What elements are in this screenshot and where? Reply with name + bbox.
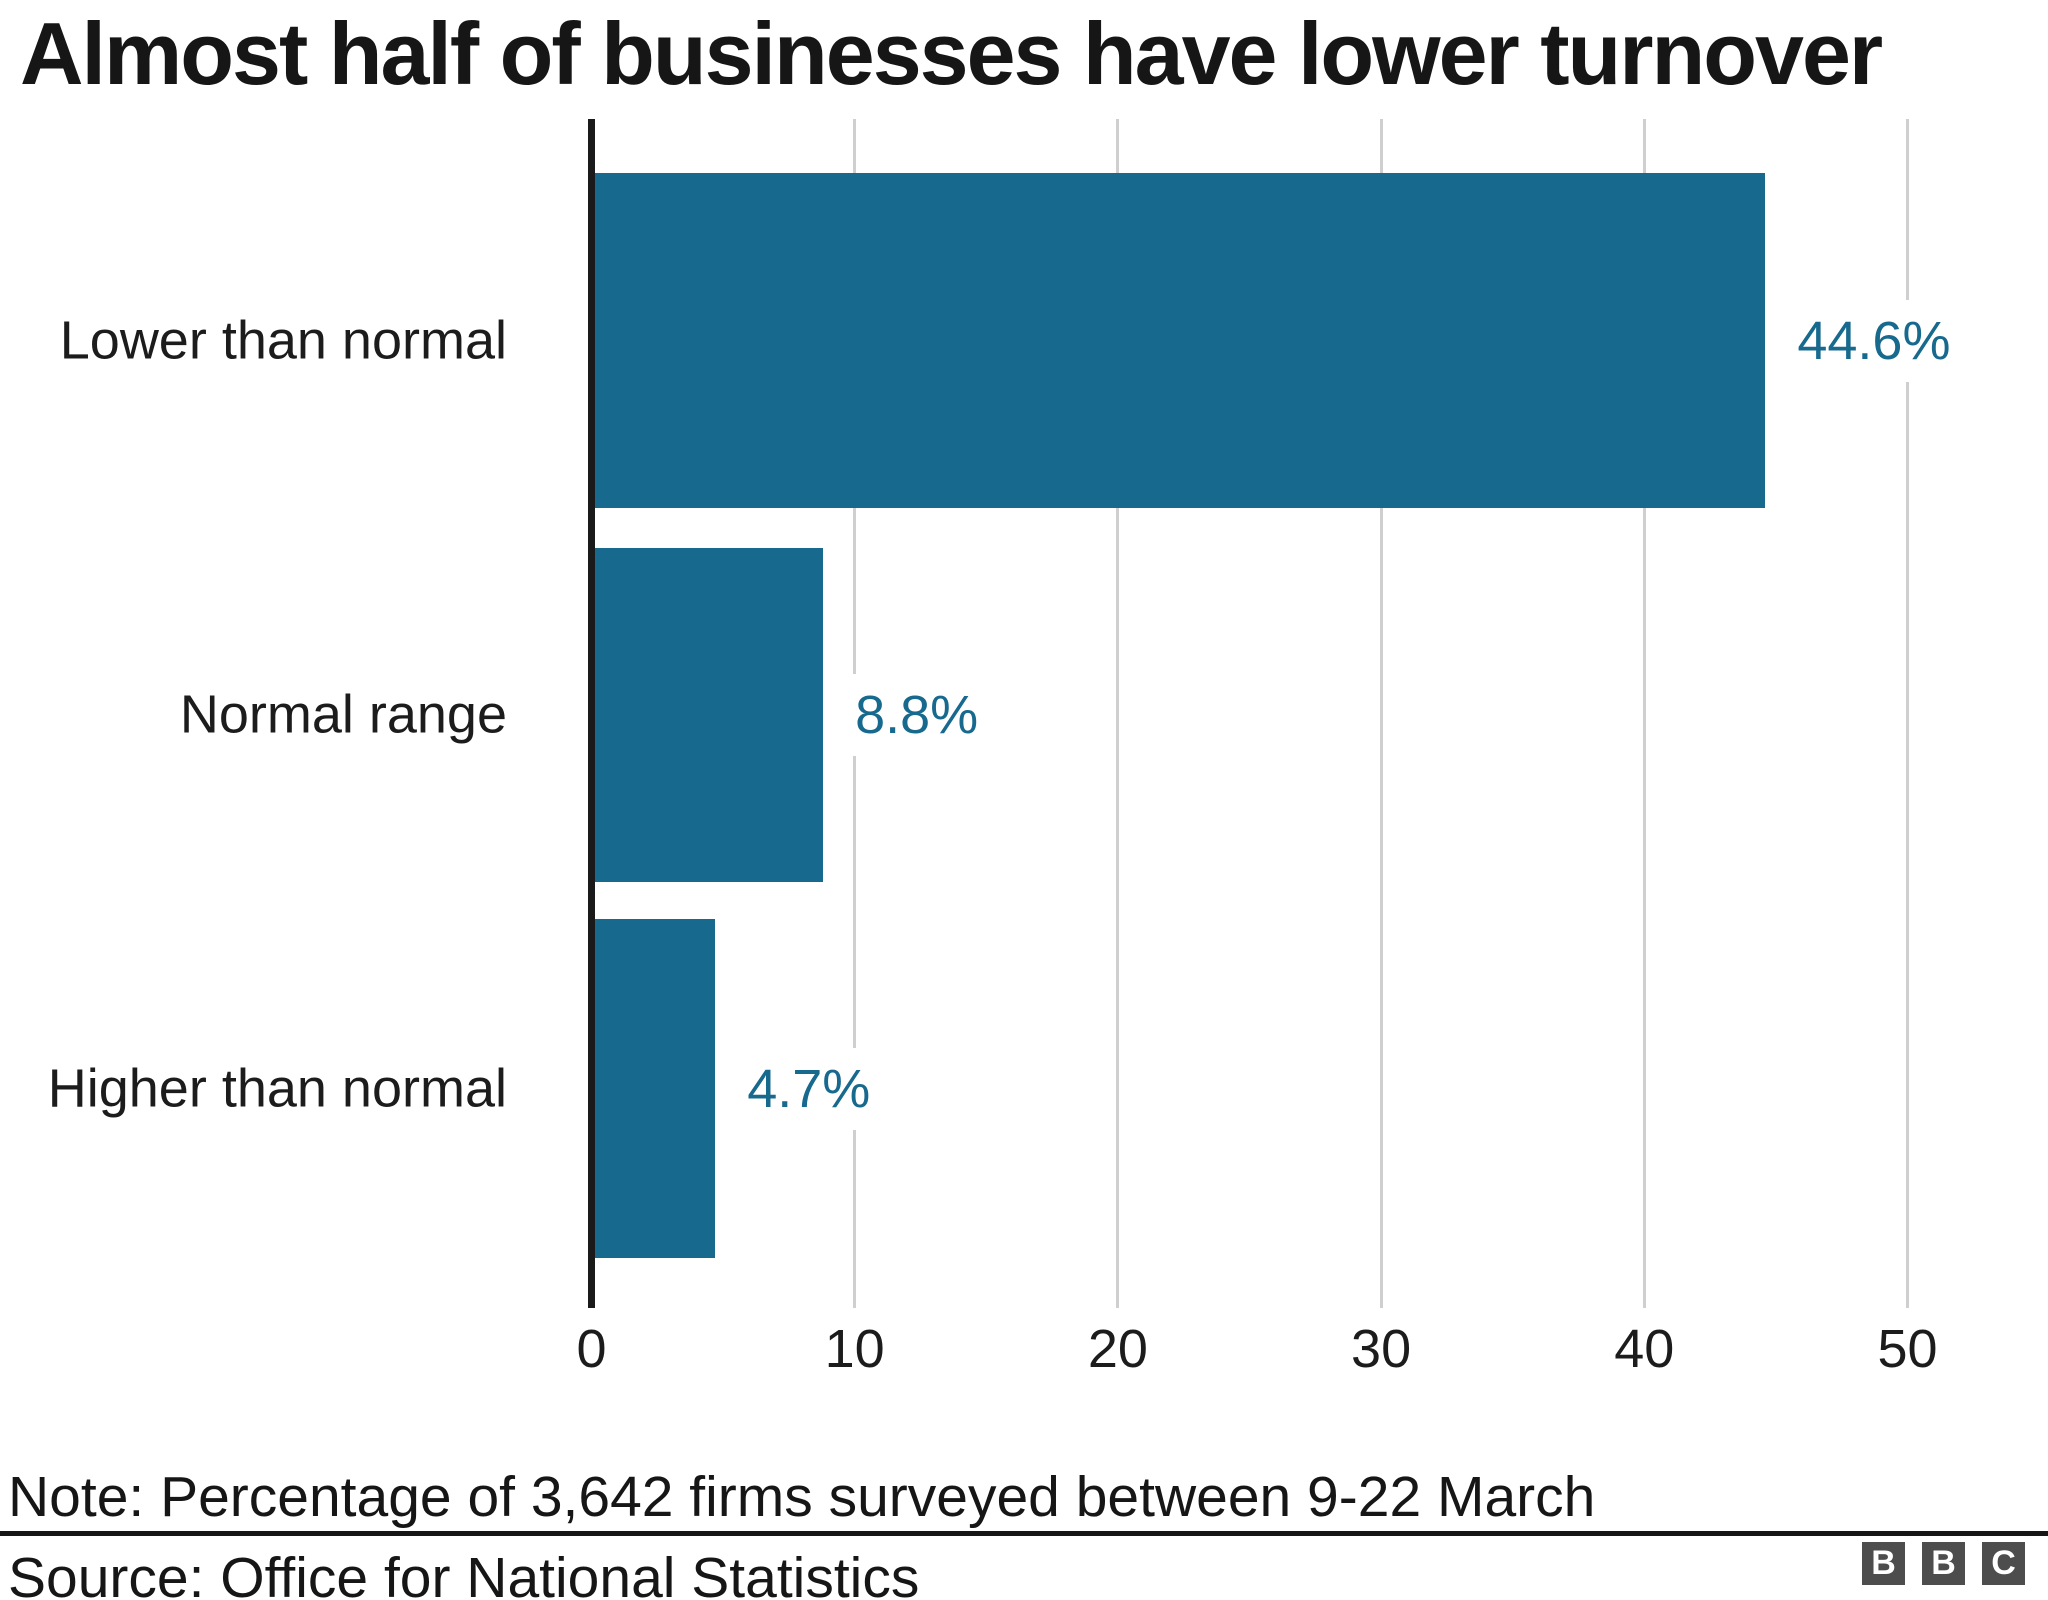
x-tick-label-10: 10: [824, 1319, 885, 1379]
x-tick-label-0: 0: [576, 1319, 607, 1379]
bbc-logo-letter-2: B: [1931, 1544, 1956, 1582]
category-label-1: Normal range: [179, 684, 507, 745]
bbc-logo: B B C: [1862, 1542, 2025, 1585]
category-label-0: Lower than normal: [59, 309, 507, 370]
gridline-40: [1642, 119, 1646, 1308]
bbc-logo-box-1: B: [1862, 1542, 1905, 1585]
bbc-logo-box-3: C: [1982, 1542, 2025, 1585]
value-label-1: 8.8%: [845, 674, 989, 756]
x-tick-label-30: 30: [1351, 1319, 1412, 1379]
bbc-logo-letter-3: C: [1991, 1544, 2016, 1582]
chart-title: Almost half of businesses have lower tur…: [20, 4, 1883, 103]
bbc-logo-letter-1: B: [1871, 1544, 1896, 1582]
x-tick-label-20: 20: [1087, 1319, 1148, 1379]
gridline-20: [1116, 119, 1120, 1308]
value-label-0: 44.6%: [1787, 299, 1961, 382]
category-label-2: Higher than normal: [47, 1057, 507, 1118]
bar-2: [595, 919, 716, 1258]
x-tick-label-40: 40: [1614, 1319, 1675, 1379]
gridline-50: [1906, 119, 1909, 1308]
footer-divider: [0, 1531, 2048, 1536]
bbc-logo-box-2: B: [1922, 1542, 1965, 1585]
bar-1: [595, 548, 824, 882]
y-axis-line: [588, 119, 595, 1308]
source-text: Source: Office for National Statistics: [8, 1546, 920, 1600]
bar-0: [595, 173, 1766, 508]
value-label-2: 4.7%: [737, 1047, 881, 1130]
note-text: Note: Percentage of 3,642 firms surveyed…: [8, 1465, 1596, 1529]
x-tick-label-50: 50: [1877, 1319, 1938, 1379]
gridline-30: [1379, 119, 1383, 1308]
